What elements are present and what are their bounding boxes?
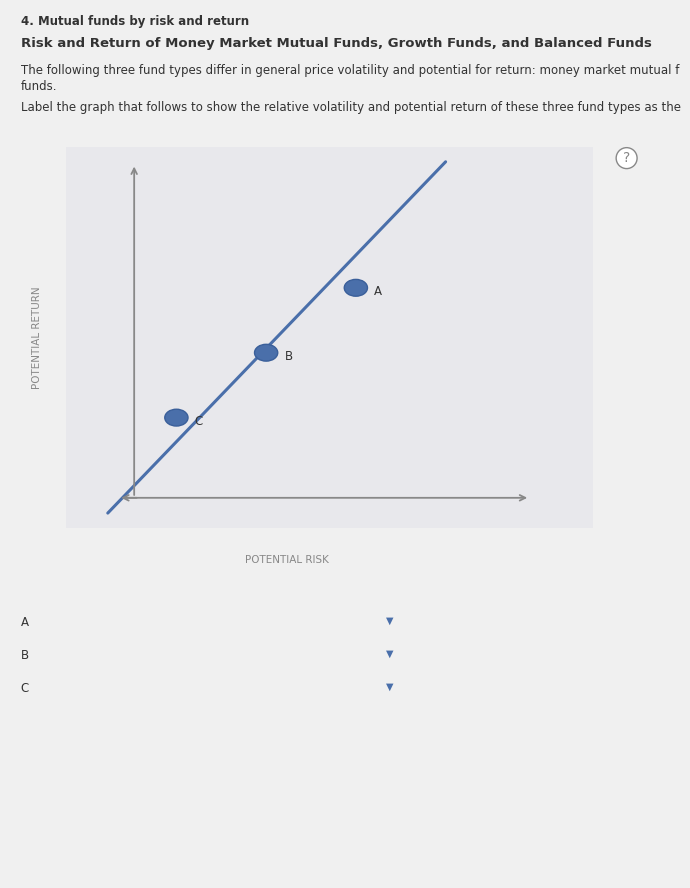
Text: POTENTIAL RISK: POTENTIAL RISK: [246, 555, 329, 565]
Text: A: A: [21, 616, 29, 629]
Text: Risk and Return of Money Market Mutual Funds, Growth Funds, and Balanced Funds: Risk and Return of Money Market Mutual F…: [21, 37, 651, 51]
Text: The following three fund types differ in general price volatility and potential : The following three fund types differ in…: [21, 64, 679, 77]
Text: ▼: ▼: [386, 648, 394, 659]
Text: ?: ?: [623, 151, 630, 165]
Text: funds.: funds.: [21, 80, 57, 93]
Circle shape: [165, 409, 188, 426]
Text: C: C: [21, 682, 29, 694]
Text: 4. Mutual funds by risk and return: 4. Mutual funds by risk and return: [21, 15, 249, 28]
Text: B: B: [284, 350, 293, 363]
Text: B: B: [21, 649, 29, 662]
Text: Label the graph that follows to show the relative volatility and potential retur: Label the graph that follows to show the…: [21, 101, 681, 115]
Text: C: C: [195, 415, 203, 428]
Text: POTENTIAL RETURN: POTENTIAL RETURN: [32, 286, 41, 389]
Circle shape: [255, 345, 278, 361]
Circle shape: [344, 280, 368, 297]
Text: ▼: ▼: [386, 681, 394, 692]
Text: A: A: [375, 285, 382, 298]
Text: ▼: ▼: [386, 615, 394, 626]
